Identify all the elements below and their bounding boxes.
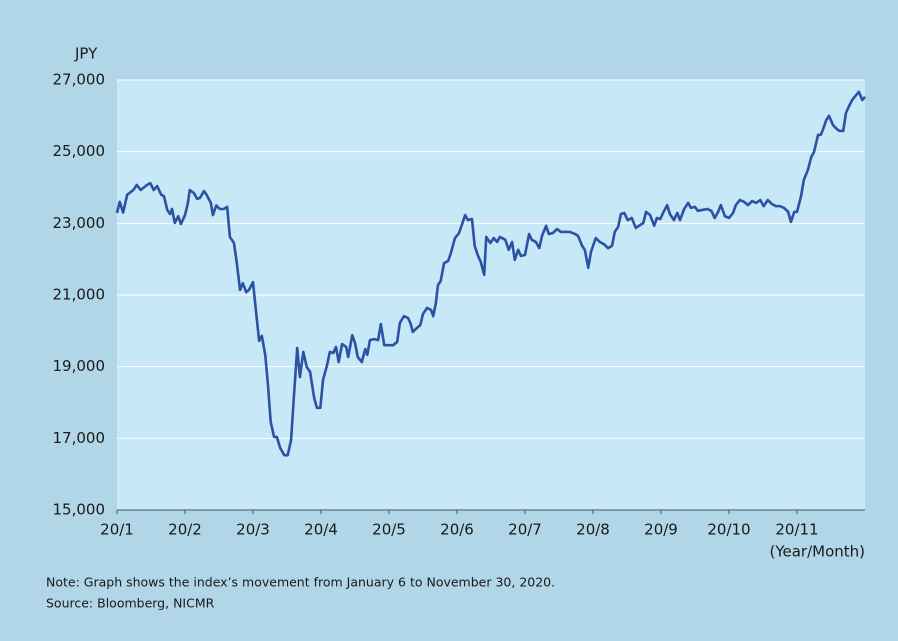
x-tick-label: 20/7 xyxy=(508,521,542,539)
y-tick-label: 19,000 xyxy=(53,357,106,375)
y-tick-label: 25,000 xyxy=(53,142,106,160)
x-axis-label: (Year/Month) xyxy=(769,543,865,561)
y-tick-label: 17,000 xyxy=(53,429,106,447)
y-axis-label: JPY xyxy=(74,45,98,63)
x-tick-label: 20/1 xyxy=(100,521,134,539)
y-tick-label: 27,000 xyxy=(53,71,106,89)
x-tick-label: 20/10 xyxy=(707,521,750,539)
y-tick-label: 21,000 xyxy=(53,286,106,304)
y-tick-label: 23,000 xyxy=(53,214,106,232)
x-tick-label: 20/2 xyxy=(168,521,202,539)
x-tick-label: 20/11 xyxy=(775,521,818,539)
x-tick-label: 20/4 xyxy=(304,521,338,539)
x-tick-label: 20/6 xyxy=(440,521,474,539)
x-tick-label: 20/5 xyxy=(372,521,406,539)
x-tick-label: 20/8 xyxy=(576,521,610,539)
x-tick-label: 20/9 xyxy=(644,521,678,539)
source: Source: Bloomberg, NICMR xyxy=(46,596,215,611)
y-tick-label: 15,000 xyxy=(53,501,106,519)
x-tick-label: 20/3 xyxy=(236,521,270,539)
note: Note: Graph shows the index’s movement f… xyxy=(46,575,555,590)
index-line xyxy=(115,90,866,457)
